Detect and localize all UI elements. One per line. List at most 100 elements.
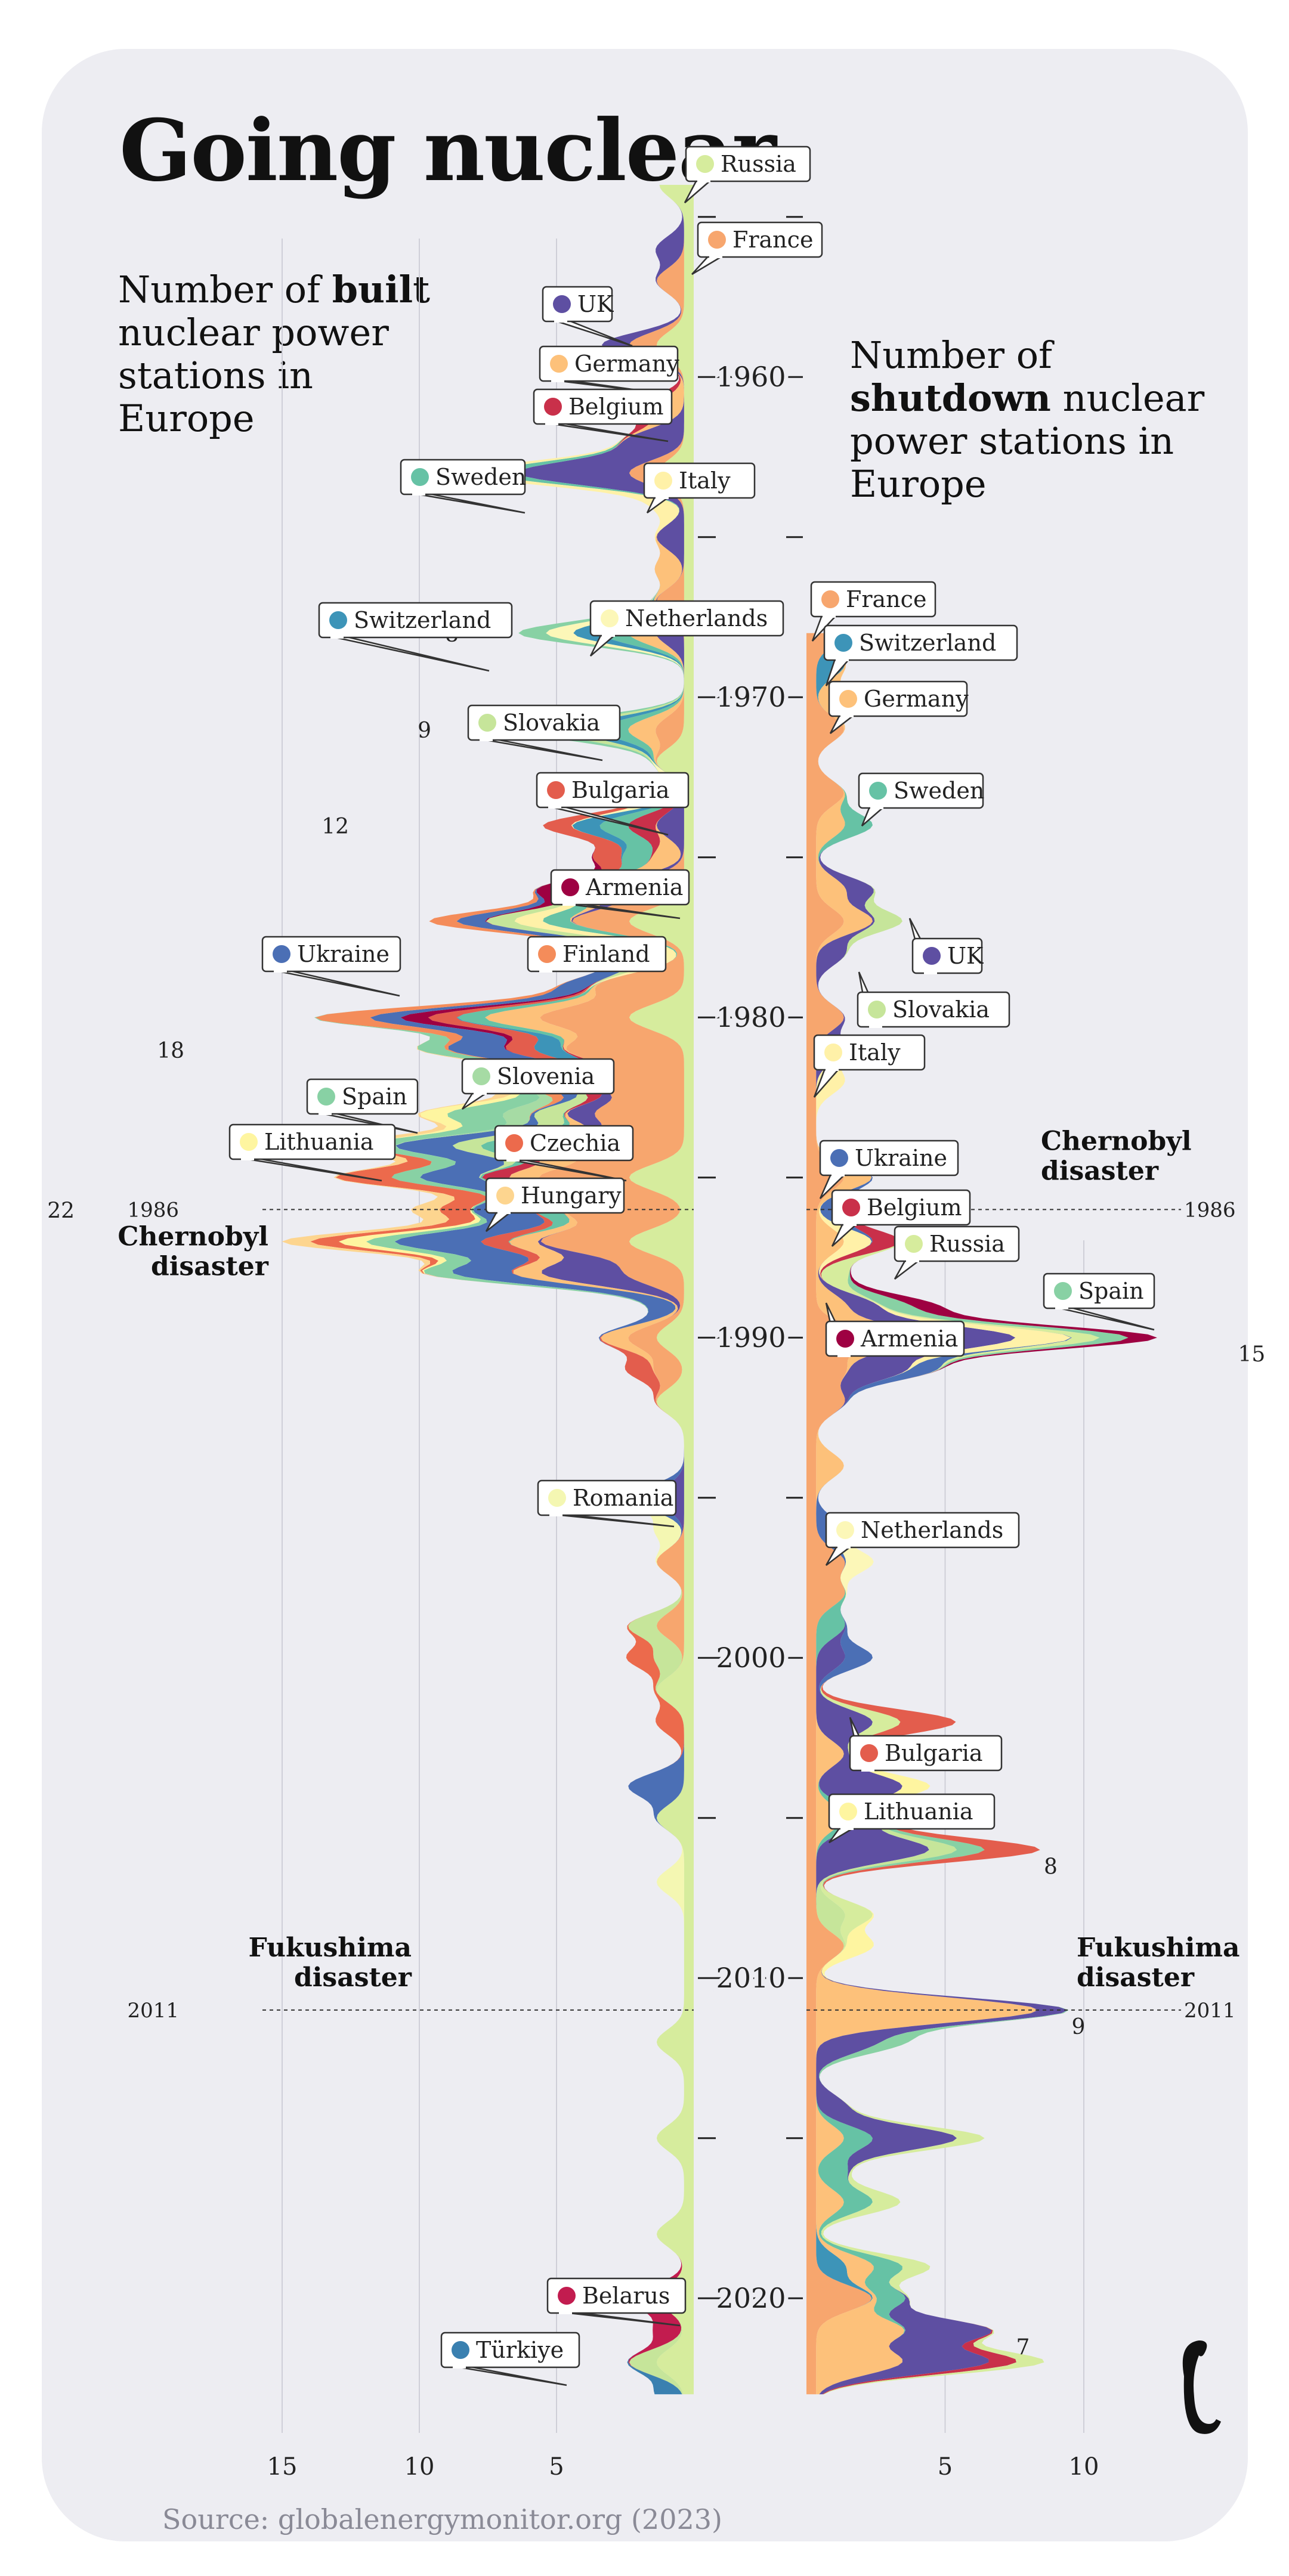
country-label-slovenia: Slovenia	[461, 1058, 615, 1110]
country-label-text: Czechia	[530, 1130, 620, 1156]
country-label-text: France	[732, 227, 813, 253]
shutdown-subtitle-pre: Number of	[850, 333, 1052, 377]
peak-value-label: 9	[418, 719, 431, 743]
event-label: Chernobyl	[118, 1221, 268, 1252]
country-label-text: Switzerland	[859, 630, 996, 656]
legend-swatch	[830, 1149, 848, 1167]
country-label-text: Hungary	[521, 1182, 622, 1209]
country-label-text: Armenia	[860, 1326, 958, 1352]
legend-swatch	[601, 609, 619, 627]
built-subtitle-post: nuclear power stations in Europe	[118, 311, 389, 440]
year-tick-label: 1960	[716, 361, 786, 393]
peak-value-label: 12	[322, 815, 349, 839]
legend-swatch	[869, 782, 887, 800]
legend-swatch	[836, 1521, 854, 1539]
country-label-text: Spain	[342, 1083, 407, 1110]
country-label-text: France	[846, 586, 926, 612]
country-label-germany: Germany	[539, 345, 679, 395]
year-tick-label: 1970	[716, 681, 786, 713]
country-label-spain: Spain	[1043, 1272, 1155, 1331]
country-label-text: Romania	[573, 1485, 673, 1511]
country-label-germany: Germany	[828, 680, 969, 734]
country-label-russia: Russia	[684, 145, 811, 203]
legend-swatch	[240, 1133, 258, 1151]
legend-swatch	[708, 231, 726, 249]
country-label-ukraine: Ukraine	[261, 936, 401, 997]
country-label-text: Ukraine	[297, 941, 390, 967]
stream-russia	[629, 185, 694, 2395]
country-label-slovakia: Slovakia	[857, 971, 1010, 1028]
country-label-text: Italy	[679, 467, 731, 494]
legend-swatch	[553, 295, 571, 313]
country-label-text: Switzerland	[354, 607, 491, 633]
country-label-sweden: Sweden	[400, 459, 526, 514]
country-label-text: Bulgaria	[571, 777, 670, 803]
country-label-france: France	[810, 581, 936, 642]
chart-title: Going nuclear	[119, 101, 777, 200]
country-label-text: Bulgaria	[885, 1740, 983, 1766]
peak-value-label: 15	[1238, 1342, 1266, 1367]
logo-icon	[1182, 2340, 1221, 2434]
event-label: Fukushima	[249, 1933, 412, 1963]
country-label-text: Finland	[562, 941, 650, 967]
country-label-netherlands: Netherlands	[825, 1512, 1020, 1566]
country-label-text: Lithuania	[864, 1798, 973, 1825]
legend-swatch	[836, 1330, 854, 1348]
country-label-text: Slovakia	[892, 996, 990, 1023]
shutdown-stream	[806, 633, 1157, 2395]
country-label-finland: Finland	[527, 936, 667, 973]
country-label-lithuania: Lithuania	[228, 1123, 396, 1182]
country-label-text: Slovakia	[503, 710, 600, 736]
country-label-text: UK	[577, 291, 614, 317]
legend-swatch	[868, 1001, 886, 1018]
built-subtitle: Number of built nuclear power stations i…	[118, 268, 452, 440]
country-label-bulgaria: Bulgaria	[849, 1717, 1003, 1772]
country-label-france: France	[691, 221, 823, 275]
country-label-ukraine: Ukraine	[819, 1140, 959, 1199]
x-tick-label: 5	[549, 2453, 564, 2481]
source-note: Source: globalenergymonitor.org (2023)	[162, 2503, 722, 2535]
legend-swatch	[550, 355, 568, 373]
country-label-russia: Russia	[894, 1225, 1020, 1280]
x-tick-label: 10	[404, 2453, 435, 2481]
legend-swatch	[1054, 1282, 1072, 1300]
legend-swatch	[860, 1744, 878, 1762]
country-label-text: Netherlands	[861, 1517, 1003, 1543]
stream-russia	[816, 633, 1100, 2395]
legend-swatch	[821, 590, 839, 608]
legend-swatch	[329, 611, 347, 629]
event-year-label: 2011	[1184, 1999, 1236, 2023]
x-tick-label: 5	[938, 2453, 953, 2481]
stream-sweden	[458, 185, 684, 2395]
country-label-italy: Italy	[813, 1034, 926, 1098]
legend-swatch	[839, 1803, 857, 1820]
country-label-text: Russia	[721, 151, 796, 177]
legend-swatch	[561, 878, 579, 896]
country-label-text: Spain	[1078, 1278, 1144, 1304]
legend-swatch	[923, 947, 941, 965]
country-label-text: Netherlands	[625, 605, 768, 631]
shutdown-subtitle-bold: shutdown	[850, 376, 1051, 420]
event-label: disaster	[1041, 1156, 1159, 1186]
peak-value-label: 18	[157, 1039, 184, 1063]
legend-swatch	[839, 690, 857, 708]
country-label-switzerland: Switzerland	[318, 602, 513, 672]
legend-swatch	[834, 634, 852, 652]
peak-value-label: 9	[1072, 2015, 1086, 2039]
legend-swatch	[905, 1235, 923, 1253]
country-label-belgium: Belgium	[533, 388, 673, 442]
country-label-belgium: Belgium	[831, 1189, 971, 1247]
peak-value-label: 7	[1016, 2335, 1030, 2360]
legend-swatch	[411, 468, 429, 486]
country-label-armenia: Armenia	[550, 869, 690, 919]
country-label-italy: Italy	[643, 462, 756, 514]
legend-swatch	[317, 1088, 335, 1106]
country-label-text: Sweden	[435, 464, 526, 490]
country-label-lithuania: Lithuania	[828, 1793, 996, 1844]
country-label-belarus: Belarus	[546, 2277, 687, 2327]
legend-swatch	[496, 1187, 514, 1205]
country-label-trkiye: Türkiye	[440, 2332, 580, 2386]
legend-swatch	[472, 1067, 490, 1085]
stream-germany	[816, 633, 1038, 2395]
